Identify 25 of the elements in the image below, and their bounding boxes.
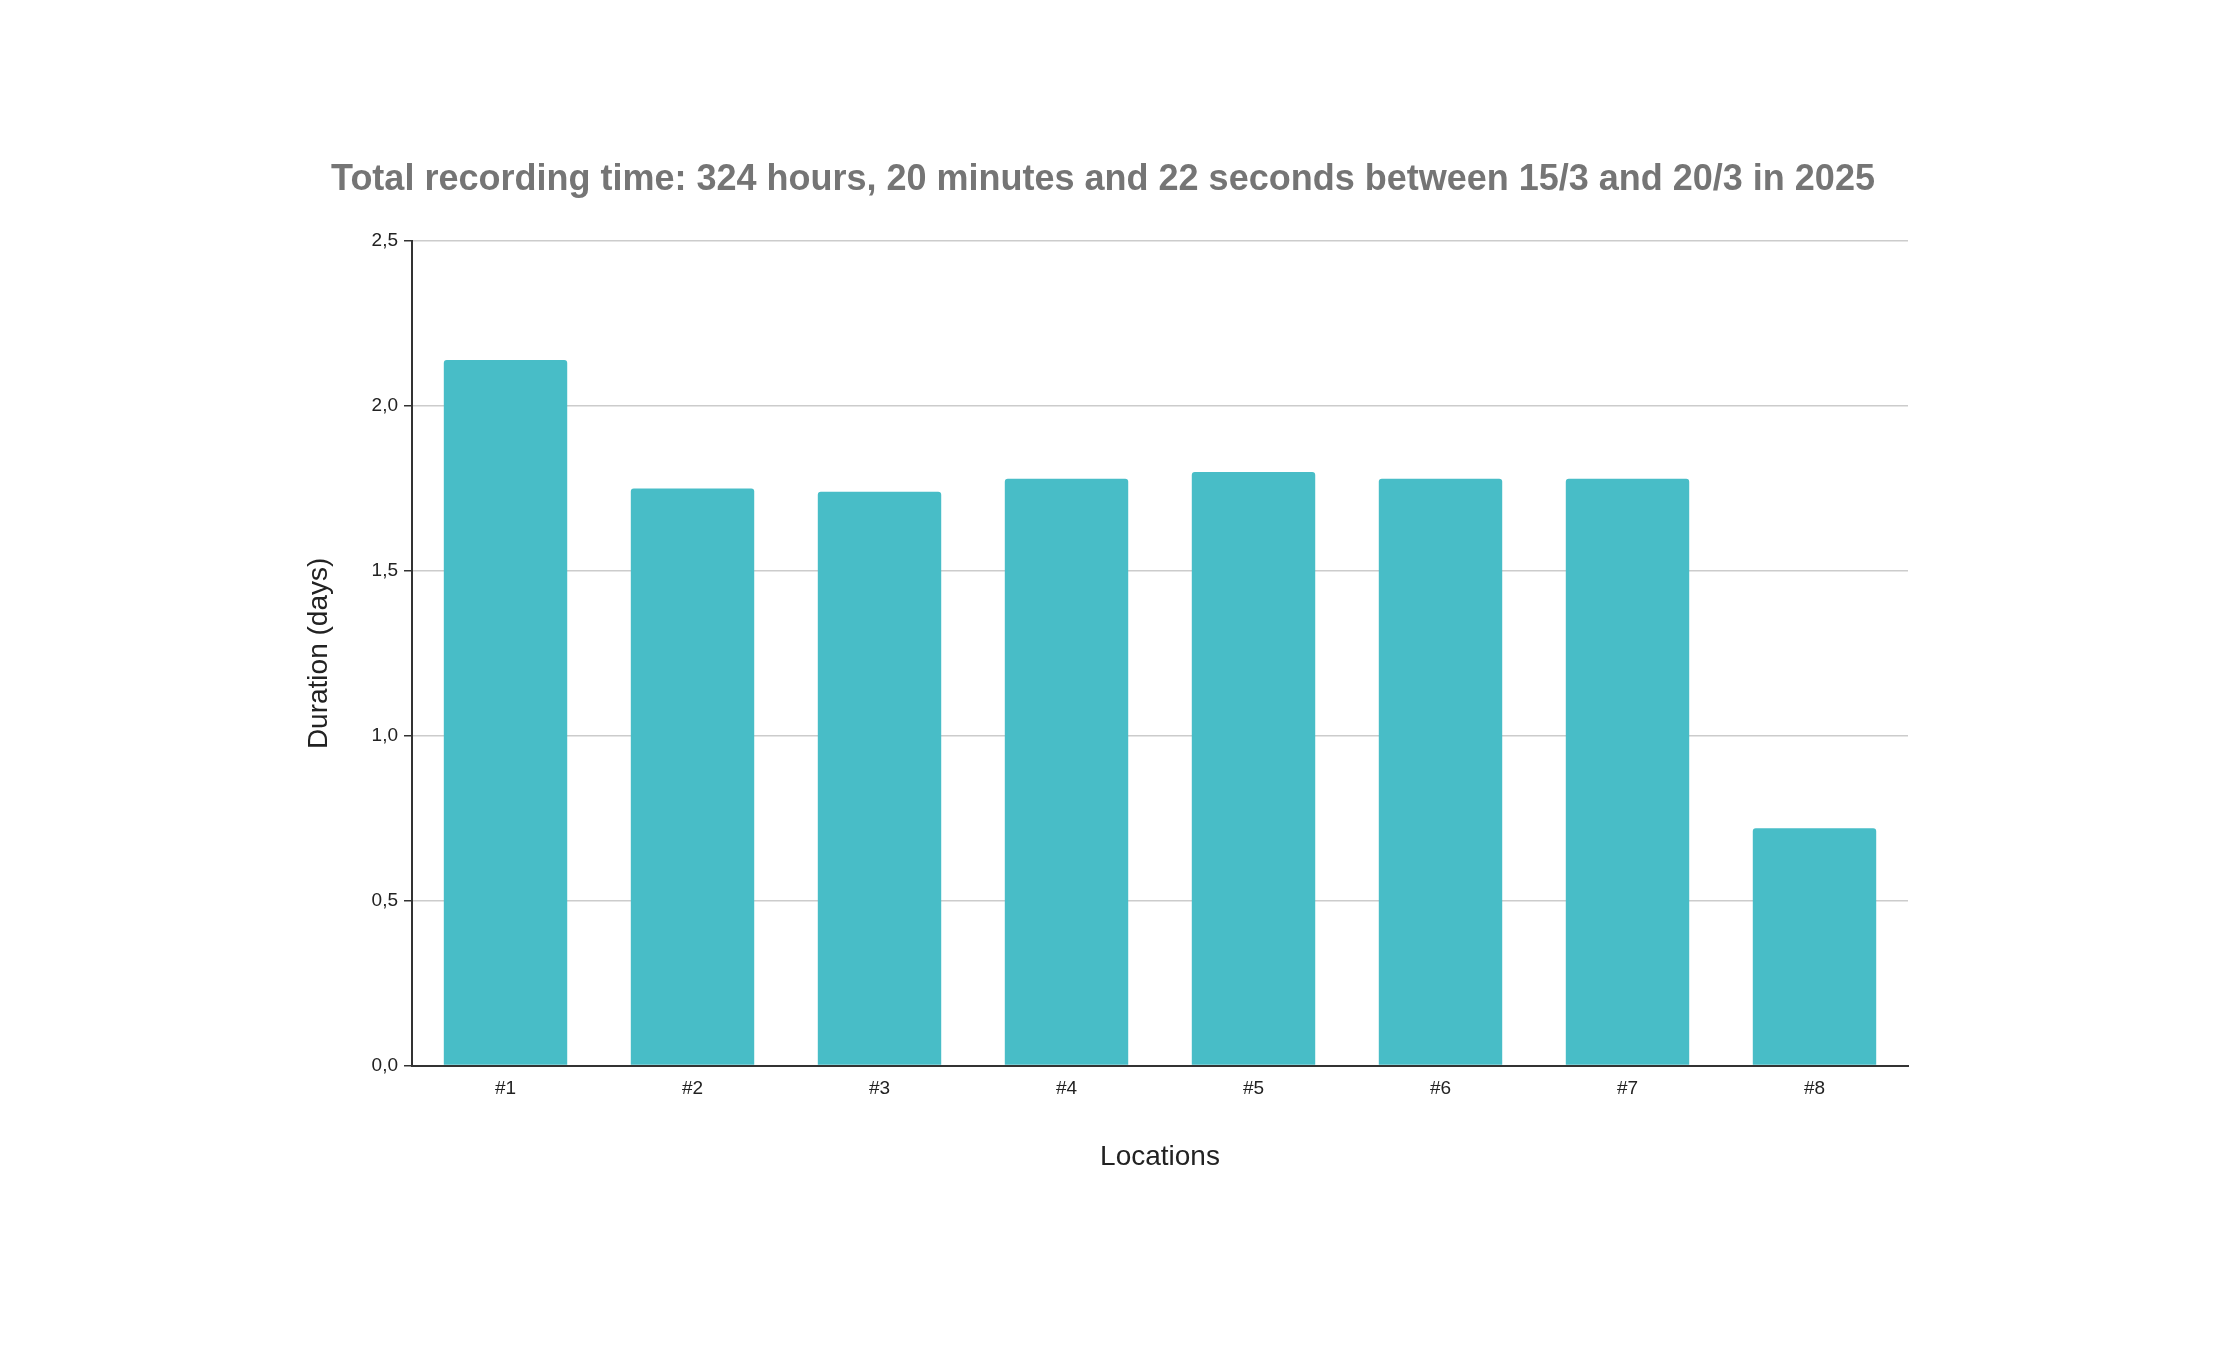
x-tick-label: #4 [1055,1077,1078,1099]
x-tick-label: #6 [1429,1077,1452,1099]
bar [1378,478,1503,1065]
bar [1004,478,1129,1065]
y-tick-label: 0,5 [371,888,399,910]
bar [1752,828,1877,1065]
y-axis-title: Duration (days) [301,557,333,750]
y-tick-label: 1,0 [371,724,399,746]
x-tick-label: #2 [681,1077,704,1099]
bar [630,488,755,1065]
y-tick-label: 2,5 [371,229,399,251]
x-tick-label: #3 [868,1077,891,1099]
x-tick-label: #7 [1616,1077,1639,1099]
chart-title: Total recording time: 324 hours, 20 minutes and 22 seconds between 15/3 and 20/3 in 2025 [331,156,1875,198]
y-tick-label: 0,0 [371,1053,399,1075]
bar [1565,478,1690,1065]
x-tick-label: #5 [1242,1077,1265,1099]
x-axis-title: Locations [1100,1139,1220,1171]
x-tick-label: #8 [1803,1077,1826,1099]
y-tick-label: 2,0 [371,394,399,416]
bar [443,359,568,1065]
y-tick-label: 1,5 [371,559,399,581]
bar [817,491,942,1065]
x-tick-label: #1 [494,1077,517,1099]
bar [1191,472,1316,1065]
